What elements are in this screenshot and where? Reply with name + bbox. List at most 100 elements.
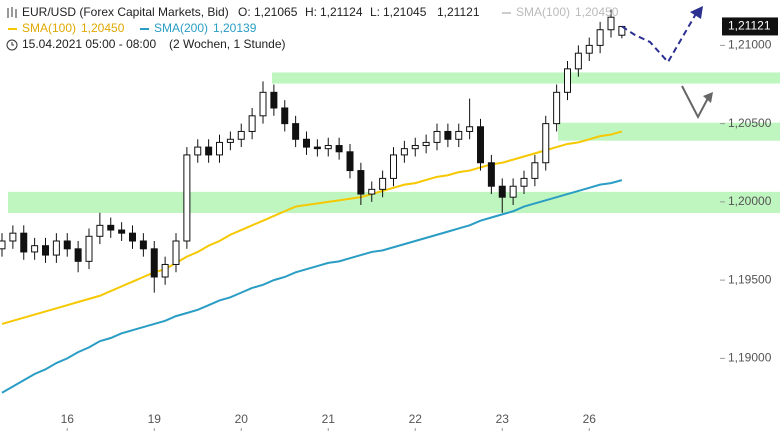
period: (2 Wochen, 1 Stunde): [169, 37, 286, 51]
candle-body: [335, 145, 343, 153]
candle-body: [357, 170, 365, 195]
zone: [558, 122, 780, 141]
ohlc-key: H:: [305, 5, 317, 19]
x-tick-label: 19: [148, 412, 162, 426]
candle-body: [553, 91, 561, 125]
candle-body: [444, 130, 452, 140]
candle-body: [346, 151, 354, 172]
x-tick-label: 21: [322, 412, 336, 426]
candle-body: [520, 177, 528, 187]
sma-line: [1, 130, 623, 325]
x-tick-label: 22: [409, 412, 423, 426]
candle-body: [52, 240, 60, 256]
candle-body: [542, 123, 550, 164]
ohlc-value: 1,21121: [437, 5, 480, 19]
candle-body: [477, 126, 484, 164]
candle-body: [422, 141, 430, 147]
legend-name: SMA(200): [154, 21, 208, 35]
price-badge-label: 1,21121: [728, 19, 771, 33]
legend-value: 1,20450: [81, 21, 125, 35]
legend-name: SMA(100): [516, 5, 570, 19]
clock-icon: [6, 39, 18, 51]
candle-body: [20, 232, 28, 253]
candle-body: [0, 240, 6, 250]
alt-arrow: [681, 85, 709, 120]
ohlc-key: O:: [238, 5, 251, 19]
y-tick-label: 1,19000: [728, 351, 772, 365]
candle-body: [259, 91, 267, 117]
candle-body: [390, 154, 397, 179]
candle-body: [85, 235, 93, 262]
legend-value: 1,20139: [213, 21, 257, 35]
y-tick-label: 1,20500: [728, 116, 772, 130]
candle-body: [596, 29, 604, 46]
candle-body: [31, 245, 39, 253]
candle-body: [237, 130, 245, 140]
legend-value: 1,20450: [575, 5, 619, 19]
candle-body: [498, 185, 506, 198]
candle-body: [194, 146, 202, 156]
candle-body: [63, 240, 71, 250]
candle-body: [607, 16, 615, 31]
alt-arrowhead: [703, 92, 713, 103]
candle-body: [455, 130, 463, 140]
candle-body: [292, 123, 300, 140]
ohlc-key: L:: [370, 5, 380, 19]
candle-body: [379, 177, 387, 190]
candle-body: [531, 162, 539, 179]
plot: [0, 6, 780, 394]
candle-body: [564, 68, 571, 93]
candle-body: [216, 141, 223, 156]
candle-body: [150, 248, 158, 278]
forecast-arrowhead: [690, 6, 703, 19]
candle-body: [161, 263, 169, 278]
candle-body: [313, 146, 321, 150]
candle-body: [183, 154, 191, 242]
x-tick-label: 16: [61, 412, 75, 426]
price-badge: [722, 17, 778, 36]
candle-body: [226, 138, 234, 143]
candle-body: [172, 240, 180, 265]
candle-body: [129, 232, 136, 242]
forecast-arrow: [621, 11, 698, 64]
y-tick-label: 1,21000: [728, 38, 772, 52]
ohlc-value: 1,21065: [254, 5, 298, 19]
chart-icon: [7, 7, 17, 18]
candle-body: [487, 162, 495, 187]
x-tick-label: 20: [235, 412, 249, 426]
x-tick-label: 23: [496, 412, 510, 426]
y-tick-label: 1,19500: [728, 272, 772, 286]
candle-body: [400, 148, 408, 156]
header: EUR/USD (Forex Capital Markets, Bid) O: …: [6, 5, 619, 51]
candle-body: [9, 232, 17, 242]
ohlc-value: 1,21124: [320, 5, 363, 19]
x-tick-label: 26: [583, 412, 597, 426]
candle-body: [368, 188, 376, 195]
sma-line: [1, 179, 623, 394]
candle-body: [96, 224, 104, 237]
candle-body: [248, 115, 256, 132]
candle-body: [107, 224, 115, 231]
candle-body: [433, 130, 441, 143]
candle-body: [411, 145, 419, 150]
zone: [8, 191, 780, 213]
candle-body: [509, 185, 517, 198]
candle-body: [205, 146, 213, 156]
candle-body: [42, 245, 49, 256]
candle-body: [270, 91, 278, 109]
date-range: 15.04.2021 05:00 - 08:00: [22, 37, 156, 51]
y-tick-label: 1,20000: [728, 194, 772, 208]
candle-body: [281, 107, 289, 125]
candle-body: [466, 126, 474, 132]
ohlc-value: 1,21045: [383, 5, 427, 19]
candle-body: [585, 44, 593, 54]
candle-body: [324, 145, 332, 150]
zone: [272, 72, 780, 84]
candle-body: [139, 240, 147, 250]
candle-body: [74, 248, 82, 262]
legend-name: SMA(100): [22, 21, 76, 35]
candle-body: [574, 52, 582, 70]
chart-title: EUR/USD (Forex Capital Markets, Bid): [22, 5, 229, 19]
candle-body: [118, 229, 126, 234]
